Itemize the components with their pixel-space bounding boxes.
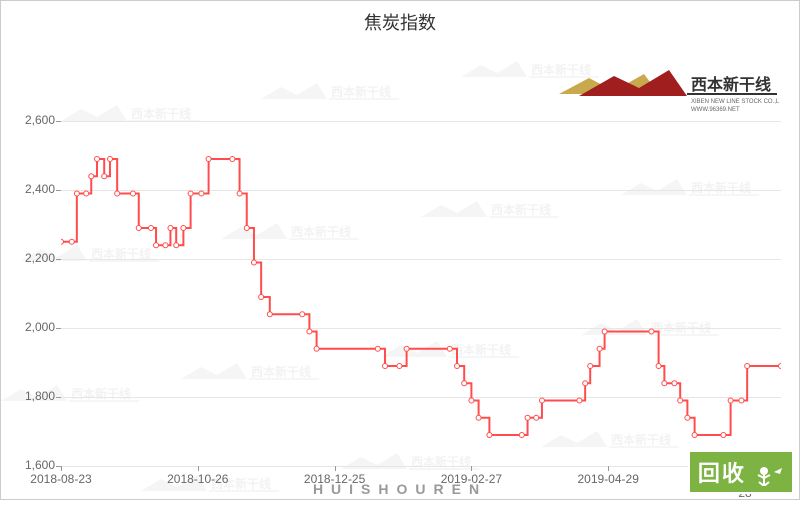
series-line [61,159,781,435]
gridline [61,466,781,467]
data-point [397,363,402,368]
data-point [115,191,120,196]
data-point [181,225,186,230]
data-point [602,329,607,334]
data-point [685,415,690,420]
recycle-text: 回收 [698,461,746,486]
y-tick-label: 2,600 [5,113,55,127]
data-point [107,156,112,161]
data-point [300,312,305,317]
data-point [462,381,467,386]
data-point [244,225,249,230]
data-point [739,398,744,403]
x-tick [608,466,609,471]
data-point [174,243,179,248]
data-point [84,191,89,196]
data-point [375,346,380,351]
x-tick-label: 2019-04-29 [577,472,638,486]
data-point [583,381,588,386]
data-point [154,243,159,248]
y-tick-label: 1,800 [5,389,55,403]
data-point [383,363,388,368]
data-point [728,398,733,403]
data-point [69,239,74,244]
brand-logo: 西本新干线 XIBEN NEW LINE STOCK CO.,LTD WWW.9… [559,66,779,116]
data-point [314,346,319,351]
data-point [588,363,593,368]
data-point [656,363,661,368]
data-point [692,432,697,437]
data-point [188,191,193,196]
data-point [577,398,582,403]
data-point [95,156,100,161]
data-point [469,398,474,403]
data-point [678,398,683,403]
y-tick-label: 2,200 [5,251,55,265]
data-point [149,225,154,230]
data-point [131,191,136,196]
x-tick-label: 2018-08-23 [30,472,91,486]
data-point [779,363,782,368]
x-tick [61,466,62,471]
svg-text:西本新干线: 西本新干线 [331,84,391,99]
data-point [267,312,272,317]
data-point [206,156,211,161]
data-point [525,415,530,420]
data-point [539,398,544,403]
series-markers [61,156,781,437]
data-point [672,381,677,386]
x-tick [335,466,336,471]
data-point [163,243,168,248]
data-point [404,346,409,351]
data-point [662,381,667,386]
recycle-badge: 回收 [688,450,794,494]
data-point [447,346,452,351]
brand-subtitle: XIBEN NEW LINE STOCK CO.,LTD [691,99,779,105]
x-tick-label: 2018-10-26 [167,472,228,486]
svg-text:西本新干线: 西本新干线 [131,106,191,121]
data-point [168,225,173,230]
brand-name: 西本新干线 [691,75,771,94]
y-tick-label: 2,000 [5,320,55,334]
data-point [89,174,94,179]
footer-watermark: HUISHOUREN [313,481,487,497]
data-point [649,329,654,334]
plot-area [61,121,781,466]
data-point [74,191,79,196]
data-point [61,239,64,244]
chart-title: 焦炭指数 [364,9,436,35]
data-point [487,432,492,437]
data-point [745,363,750,368]
data-point [534,415,539,420]
y-tick-label: 2,400 [5,182,55,196]
data-point [251,260,256,265]
data-point [455,363,460,368]
data-point [476,415,481,420]
watermark-instance: 西本新干线 [261,79,401,116]
data-point [199,191,204,196]
brand-website: WWW.96369.NET [691,107,740,113]
data-point [136,225,141,230]
data-point [307,329,312,334]
data-point [230,156,235,161]
x-tick [471,466,472,471]
data-point [721,432,726,437]
x-tick [198,466,199,471]
chart-container: 焦炭指数 西本新干线 西本新干线 西本新干线 西本新干线 西本新干线 西本新干线… [0,0,800,500]
data-point [102,174,107,179]
data-point [519,432,524,437]
data-point [259,294,264,299]
data-point [237,191,242,196]
y-tick-label: 1,600 [5,458,55,472]
data-point [597,346,602,351]
